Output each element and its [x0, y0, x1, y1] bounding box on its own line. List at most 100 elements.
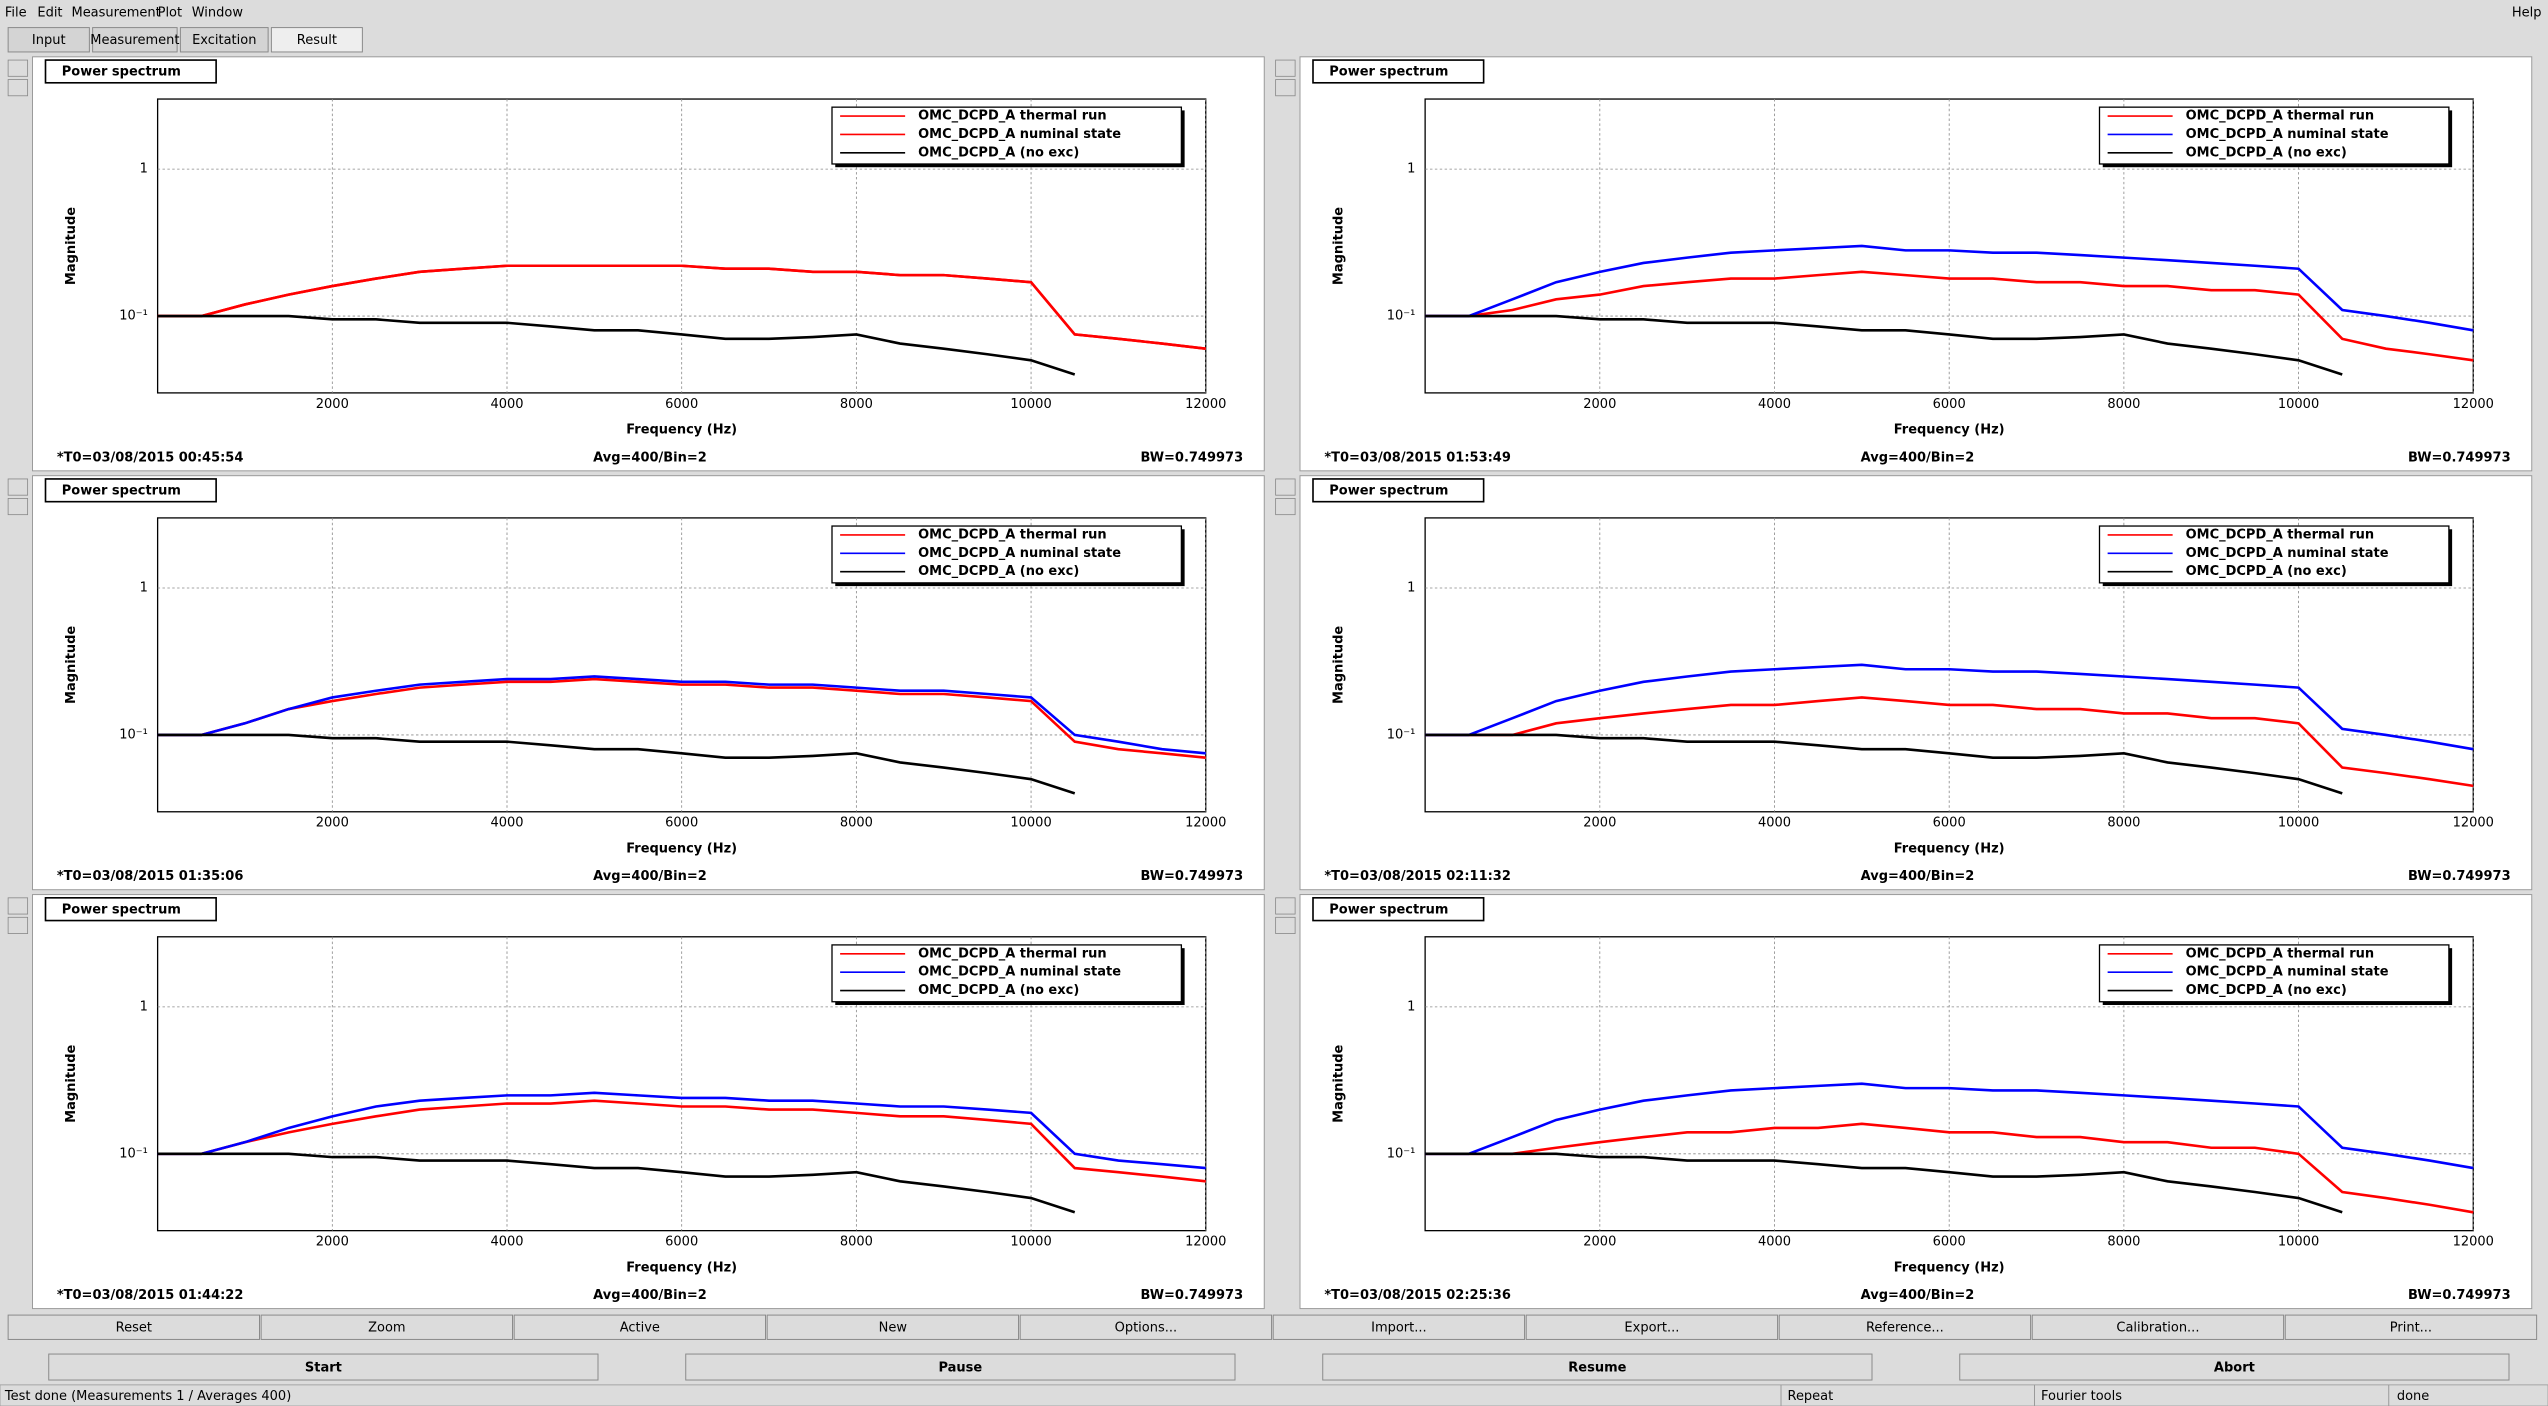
timestamp: *T0=03/08/2015 00:45:54	[57, 450, 244, 465]
series-line	[1425, 733, 2343, 795]
legend-label: OMC_DCPD_A numinal state	[2186, 546, 2389, 561]
x-tick-label: 10000	[1010, 816, 1051, 831]
button[interactable]	[2031, 1314, 2285, 1340]
y-tick-label: 1	[140, 999, 148, 1014]
panel-title: Power spectrum	[62, 65, 181, 80]
button-label: Print...	[2390, 1321, 2432, 1336]
panel-arrow[interactable]	[7, 916, 29, 934]
panel-title-box	[1312, 478, 1485, 503]
series-line	[1425, 696, 2474, 788]
tab[interactable]	[92, 27, 178, 53]
series-line	[157, 1152, 1076, 1214]
panel-title: Power spectrum	[62, 903, 181, 918]
y-tick-label: 10⁻¹	[119, 727, 148, 742]
x-tick-label: 10000	[2278, 397, 2319, 412]
x-tick-label: 4000	[490, 816, 523, 831]
tab[interactable]	[179, 27, 269, 53]
button[interactable]	[260, 1314, 514, 1340]
run-button[interactable]	[48, 1353, 599, 1381]
x-axis-label: Frequency (Hz)	[1894, 1261, 2005, 1276]
menu-item[interactable]: Plot	[158, 5, 182, 20]
legend-label: OMC_DCPD_A thermal run	[918, 527, 1107, 542]
run-button-label: Start	[305, 1360, 342, 1375]
status-state: done	[2397, 1389, 2429, 1404]
legend-label: OMC_DCPD_A numinal state	[2186, 965, 2389, 980]
menu-item[interactable]: Measurement	[72, 5, 161, 20]
legend-label: OMC_DCPD_A thermal run	[2186, 109, 2375, 124]
legend-label: OMC_DCPD_A (no exc)	[918, 145, 1079, 160]
menu-item[interactable]: Window	[192, 5, 244, 20]
x-axis-label: Frequency (Hz)	[1894, 842, 2005, 857]
panel-arrow[interactable]	[1275, 59, 1296, 77]
panel-arrow[interactable]	[7, 79, 29, 97]
x-tick-label: 6000	[1933, 397, 1966, 412]
series-line	[157, 1099, 1206, 1183]
y-tick-label: 10⁻¹	[1387, 727, 1416, 742]
timestamp: *T0=03/08/2015 01:44:22	[57, 1288, 244, 1303]
panel-arrow[interactable]	[7, 897, 29, 915]
panel-arrow[interactable]	[7, 498, 29, 516]
legend-label: OMC_DCPD_A (no exc)	[2186, 983, 2347, 998]
legend-label: OMC_DCPD_A (no exc)	[2186, 564, 2347, 579]
button[interactable]	[7, 1314, 260, 1340]
status-bar	[0, 1384, 2548, 1406]
run-button[interactable]	[1322, 1353, 1873, 1381]
x-tick-label: 2000	[316, 1235, 349, 1250]
series-line	[157, 1091, 1206, 1170]
x-tick-label: 2000	[316, 397, 349, 412]
x-tick-label: 10000	[2278, 1235, 2319, 1250]
averages: Avg=400/Bin=2	[593, 869, 707, 884]
menu-help[interactable]: Help	[2512, 5, 2542, 20]
y-axis-label: Magnitude	[64, 207, 79, 285]
panel-arrow[interactable]	[7, 478, 29, 496]
button[interactable]	[1778, 1314, 2032, 1340]
panel-arrow[interactable]	[1275, 79, 1296, 97]
y-axis-label: Magnitude	[64, 1044, 79, 1122]
tab-label: Excitation	[192, 33, 256, 48]
series-line	[1425, 1122, 2474, 1214]
menu-item[interactable]: Edit	[37, 5, 62, 20]
button[interactable]	[2284, 1314, 2538, 1340]
y-tick-label: 1	[140, 162, 148, 177]
x-tick-label: 8000	[2107, 397, 2140, 412]
menu-item[interactable]: File	[5, 5, 27, 20]
legend-label: OMC_DCPD_A (no exc)	[918, 983, 1079, 998]
run-button[interactable]	[1959, 1353, 2510, 1381]
button[interactable]	[1525, 1314, 1779, 1340]
x-tick-label: 6000	[665, 816, 698, 831]
y-tick-label: 10⁻¹	[119, 309, 148, 324]
button[interactable]	[766, 1314, 1020, 1340]
panel-arrow[interactable]	[1275, 478, 1296, 496]
button-label: Active	[620, 1321, 660, 1336]
y-tick-label: 1	[140, 581, 148, 596]
x-tick-label: 6000	[1933, 816, 1966, 831]
button[interactable]	[513, 1314, 767, 1340]
x-tick-label: 4000	[1758, 1235, 1791, 1250]
button[interactable]	[1019, 1314, 1273, 1340]
panel-arrow[interactable]	[1275, 897, 1296, 915]
y-axis-label: Magnitude	[1331, 626, 1346, 704]
tab[interactable]	[7, 27, 90, 53]
x-tick-label: 2000	[1583, 816, 1616, 831]
x-tick-label: 10000	[2278, 816, 2319, 831]
status-message: Test done (Measurements 1 / Averages 400…	[4, 1389, 291, 1404]
panel-arrow[interactable]	[1275, 498, 1296, 516]
timestamp: *T0=03/08/2015 02:25:36	[1324, 1288, 1511, 1303]
panel-title-box	[44, 478, 217, 503]
panel-title-box	[44, 59, 217, 84]
panel-title-box	[1312, 897, 1485, 922]
y-tick-label: 1	[1407, 581, 1415, 596]
panel-arrow[interactable]	[1275, 916, 1296, 934]
panel-title: Power spectrum	[1329, 903, 1448, 918]
run-button-label: Abort	[2214, 1360, 2255, 1375]
tab[interactable]	[270, 27, 363, 53]
series-line	[1425, 1082, 2474, 1170]
button-label: Reference...	[1866, 1321, 1944, 1336]
x-tick-label: 2000	[1583, 397, 1616, 412]
x-tick-label: 4000	[490, 1235, 523, 1250]
panel-arrow[interactable]	[7, 59, 29, 77]
run-button[interactable]	[685, 1353, 1236, 1381]
button[interactable]	[1272, 1314, 1526, 1340]
